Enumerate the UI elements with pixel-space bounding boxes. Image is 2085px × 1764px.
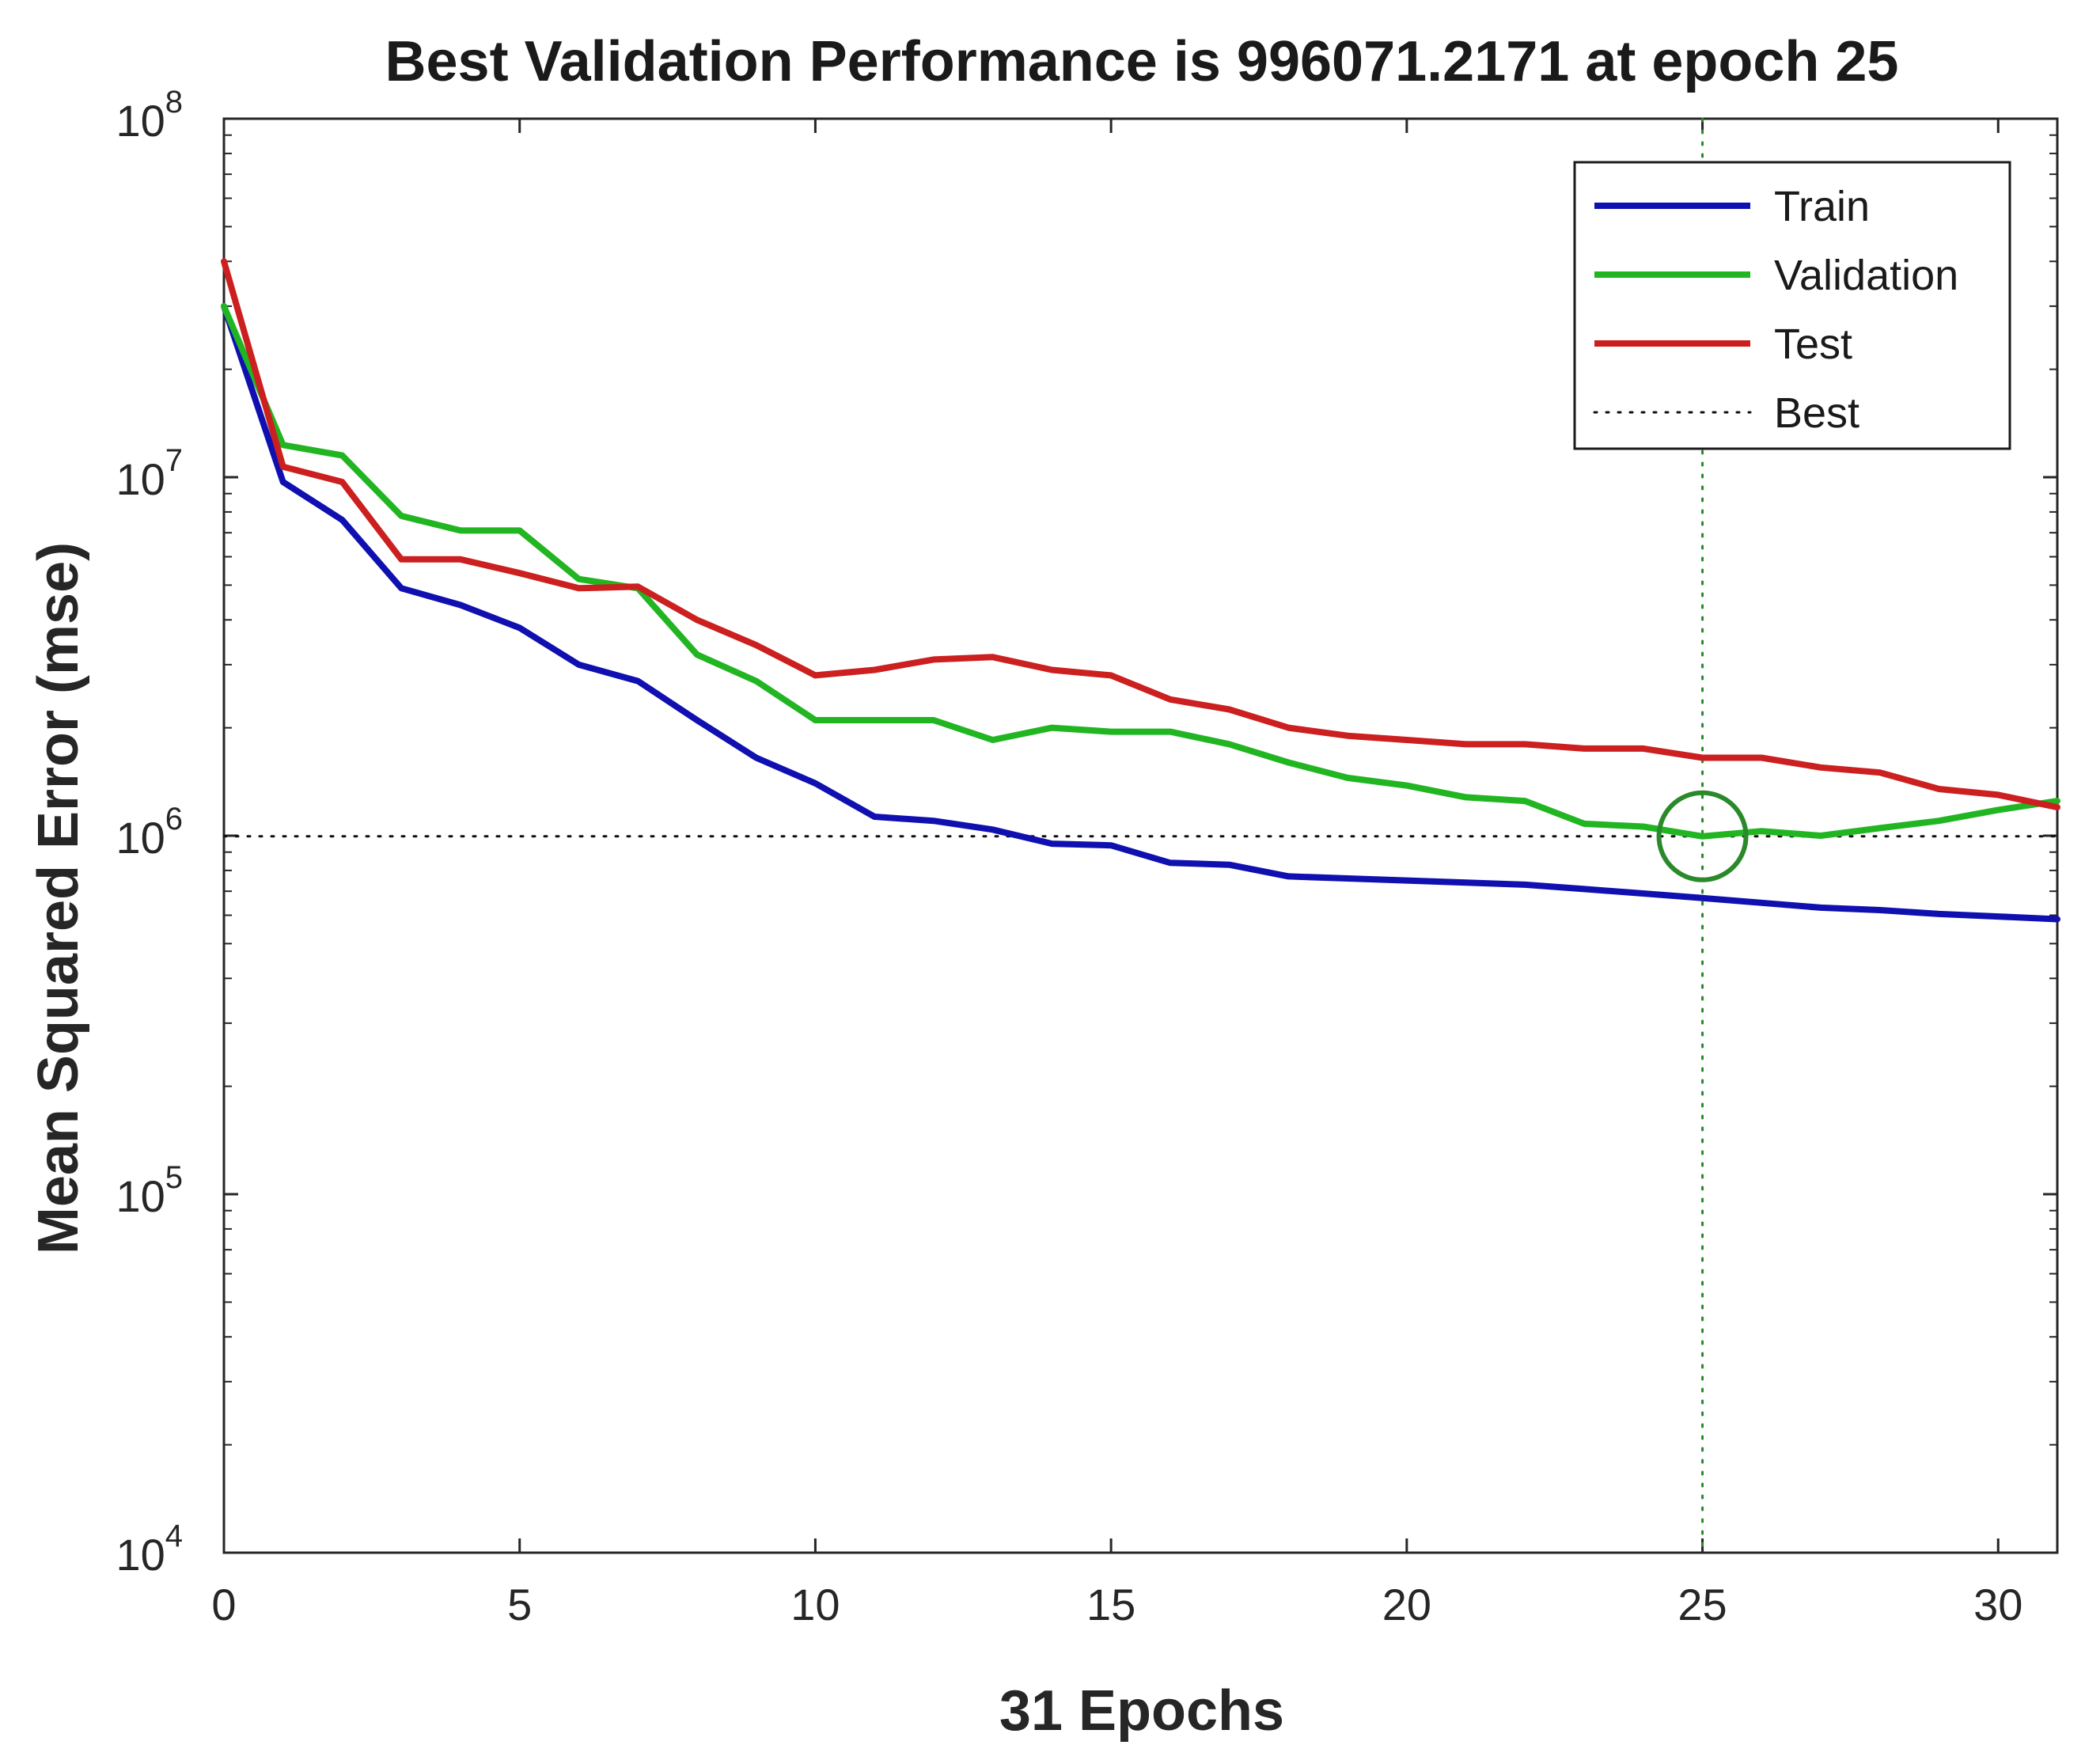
y-tick-exponent: 5 [165, 1160, 183, 1195]
x-tick-label: 30 [1973, 1580, 2022, 1629]
y-tick-base: 10 [116, 813, 165, 863]
x-axis-label: 31 Epochs [999, 1679, 1284, 1743]
y-tick-exponent: 4 [165, 1519, 183, 1553]
y-tick-exponent: 6 [165, 802, 183, 836]
legend-label-validation: Validation [1774, 252, 1958, 299]
y-tick-base: 10 [116, 1530, 165, 1580]
legend-box [1573, 161, 2011, 450]
legend-label-test: Test [1774, 321, 1852, 368]
series-line-validation [221, 302, 2060, 840]
y-tick-label: 104 [116, 1519, 183, 1580]
y-tick-exponent: 7 [165, 443, 183, 478]
best-marker [1656, 790, 1749, 882]
y-tick-label: 108 [116, 85, 183, 146]
series-line-test [221, 258, 2060, 811]
x-tick-label: 20 [1382, 1580, 1431, 1629]
x-tick-label: 0 [211, 1580, 236, 1629]
legend: Train Validation Test Best [1573, 161, 2011, 450]
y-tick-base: 10 [116, 454, 165, 504]
y-tick-base: 10 [116, 1171, 165, 1221]
y-tick-base: 10 [116, 96, 165, 146]
y-tick-label: 105 [116, 1160, 183, 1221]
legend-label-train: Train [1774, 183, 1870, 230]
y-tick-exponent: 8 [165, 85, 183, 119]
y-tick-label: 106 [116, 802, 183, 863]
series-line-train [221, 302, 2060, 923]
legend-label-best: Best [1774, 389, 1859, 437]
x-tick-label: 15 [1086, 1580, 1135, 1629]
y-axis-label: Mean Squared Error (mse) [27, 542, 90, 1254]
x-tick-label: 10 [790, 1580, 840, 1629]
y-tick-label: 107 [116, 443, 183, 504]
x-tick-label: 25 [1677, 1580, 1727, 1629]
chart-title: Best Validation Performance is 996071.21… [385, 30, 1899, 93]
x-tick-label: 5 [507, 1580, 532, 1629]
